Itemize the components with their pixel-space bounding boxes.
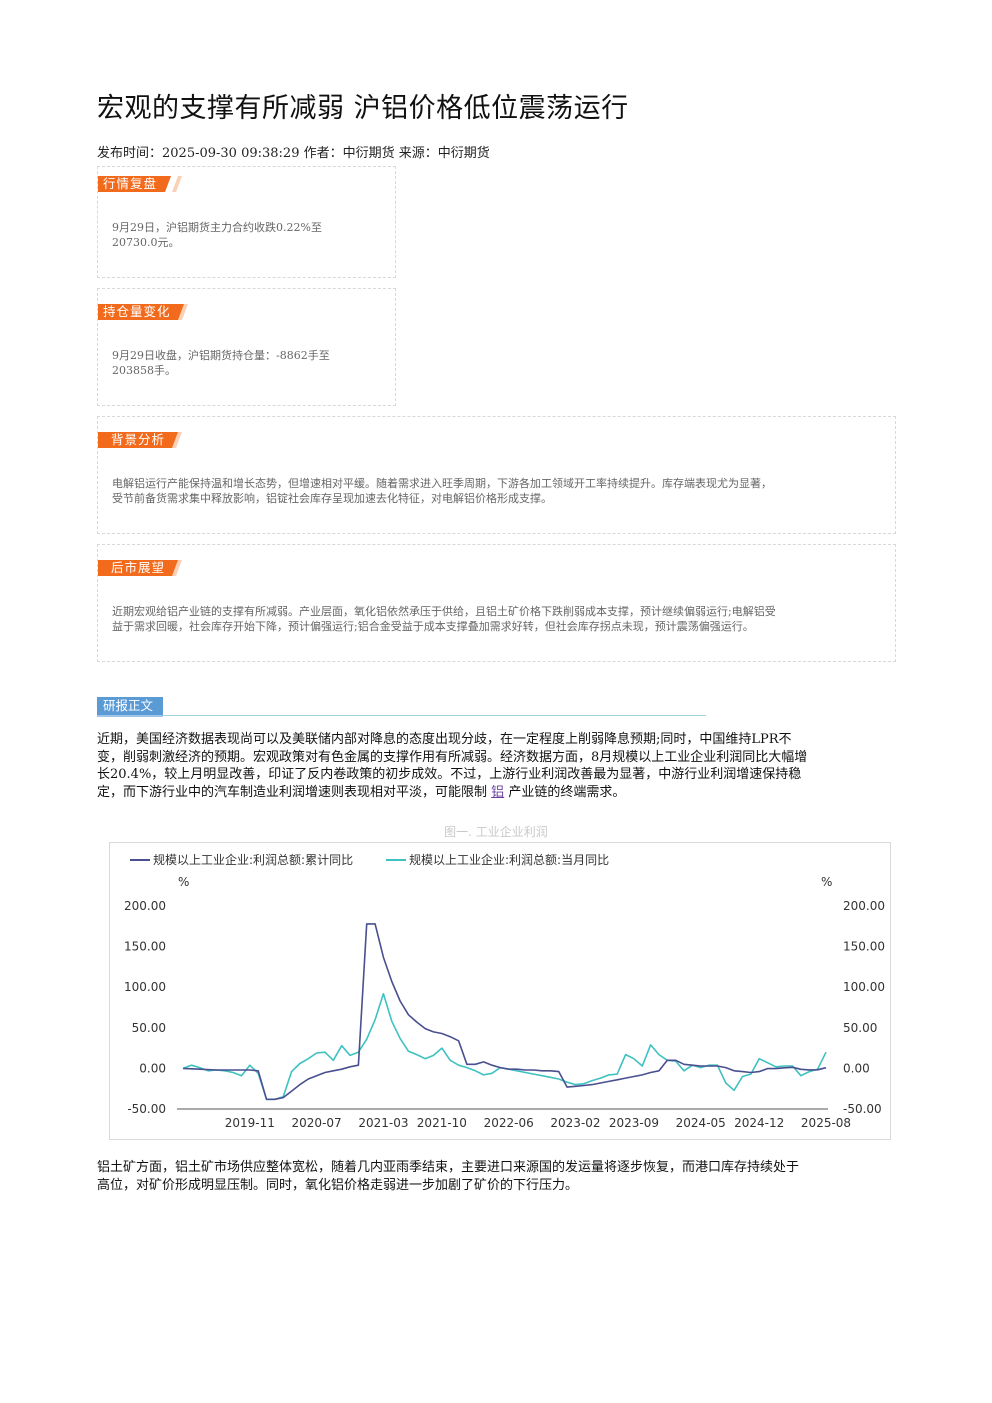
review-text: 9月29日，沪铝期货主力合约收跌0.22%至 20730.0元。	[112, 220, 322, 250]
outlook-text: 近期宏观给铝产业链的支撑有所减弱。产业层面，氧化铝依然承压于供给，且铝土矿价格下…	[112, 604, 776, 634]
x-tick-label: 2019-11	[225, 1116, 275, 1130]
report-paragraph-1: 近期，美国经济数据表现尚可以及美联储内部对降息的态度出现分歧，在一定程度上削弱降…	[97, 731, 892, 801]
right-y-tick-label: 150.00	[843, 940, 885, 954]
outlook-line-1: 近期宏观给铝产业链的支撑有所减弱。产业层面，氧化铝依然承压于供给，且铝土矿价格下…	[112, 605, 776, 618]
background-line-2: 受节前备货需求集中释放影响，铝锭社会库存呈现加速去化特征，对电解铝价格形成支撑。	[112, 492, 552, 505]
review-line-2: 20730.0元。	[112, 236, 180, 249]
report-para1-line-1: 近期，美国经济数据表现尚可以及美联储内部对降息的态度出现分歧，在一定程度上削弱降…	[97, 732, 792, 747]
aluminum-link[interactable]: 铝	[491, 784, 505, 800]
left-y-tick-label: 150.00	[124, 940, 166, 954]
report-para2-line-2: 高位，对矿价形成明显压制。同时，氧化铝价格走弱进一步加剧了矿价的下行压力。	[97, 1177, 579, 1193]
position-tag-shadow	[178, 304, 188, 320]
x-tick-label: 2024-05	[676, 1116, 726, 1130]
background-line-1: 电解铝运行产能保持温和增长态势，但增速相对平缓。随着需求进入旺季周期，下游各加工…	[112, 477, 772, 490]
position-box: 持仓量变化 9月29日收盘，沪铝期货持仓量：-8862手至 203858手。	[97, 288, 396, 406]
left-y-tick-label: 0.00	[139, 1061, 166, 1075]
left-y-tick-label: -50.00	[127, 1102, 166, 1116]
x-tick-label: 2021-10	[417, 1116, 467, 1130]
report-para1-line-4b: 产业链的终端需求。	[508, 784, 626, 800]
position-line-1: 9月29日收盘，沪铝期货持仓量：-8862手至	[112, 349, 330, 362]
report-para2-line-1: 铝土矿方面，铝土矿市场供应整体宽松，随着几内亚雨季结束，主要进口来源国的发运量将…	[97, 1160, 800, 1175]
outlook-tag: 后市展望	[98, 560, 179, 576]
left-y-tick-label: 200.00	[124, 899, 166, 913]
series-line-monthly	[182, 992, 827, 1101]
x-tick-label: 2022-06	[484, 1116, 534, 1130]
right-y-axis: 200.00 150.00 100.00 50.00 0.00 -50.00	[843, 899, 885, 1116]
review-tag: 行情复盘	[98, 176, 171, 192]
report-para1-line-4: 定，而下游行业中的汽车制造业利润增速则表现相对平淡，可能限制 铝 产业链的终端需…	[97, 784, 892, 802]
article-title: 宏观的支撑有所减弱 沪铝价格低位震荡运行	[97, 93, 629, 124]
report-section-tag-shadow	[97, 715, 163, 717]
report-para1-line-3: 长20.4%，较上月明显改善，印证了反内卷政策的初步成效。不过，上游行业利润改善…	[97, 767, 802, 782]
report-section-tag: 研报正文	[97, 697, 163, 715]
right-y-tick-label: 200.00	[843, 899, 885, 913]
background-tag: 背景分析	[98, 432, 179, 448]
profit-chart-svg: 规模以上工业企业:利润总额:累计同比 规模以上工业企业:利润总额:当月同比 % …	[124, 852, 885, 1130]
report-paragraph-2: 铝土矿方面，铝土矿市场供应整体宽松，随着几内亚雨季结束，主要进口来源国的发运量将…	[97, 1159, 892, 1194]
x-tick-label: 2024-12	[734, 1116, 784, 1130]
review-box: 行情复盘 9月29日，沪铝期货主力合约收跌0.22%至 20730.0元。	[97, 166, 396, 278]
chart-legend: 规模以上工业企业:利润总额:累计同比 规模以上工业企业:利润总额:当月同比	[130, 852, 609, 867]
position-line-2: 203858手。	[112, 364, 176, 377]
right-y-tick-label: 100.00	[843, 980, 885, 994]
report-para1-line-4a: 定，而下游行业中的汽车制造业利润增速则表现相对平淡，可能限制	[97, 784, 488, 800]
left-y-tick-label: 50.00	[132, 1021, 166, 1035]
outlook-line-2: 益于需求回暖，社会库存开始下降，预计偏强运行;铝合金受益于成本支撑叠加需求好转，…	[112, 620, 754, 633]
left-y-tick-label: 100.00	[124, 980, 166, 994]
right-y-tick-label: 0.00	[843, 1061, 870, 1075]
x-tick-label: 2025-08	[801, 1116, 851, 1130]
legend-label-monthly: 规模以上工业企业:利润总额:当月同比	[409, 852, 609, 867]
series-line-cumulative	[182, 923, 827, 1101]
x-tick-label: 2021-03	[358, 1116, 408, 1130]
x-tick-label: 2020-07	[292, 1116, 342, 1130]
report-para1-line-2: 变，削弱刺激经济的预期。宏观政策对有色金属的支撑作用有所减弱。经济数据方面，8月…	[97, 749, 808, 765]
outlook-tag-shadow	[172, 560, 182, 576]
x-tick-label: 2023-02	[550, 1116, 600, 1130]
background-tag-shadow	[172, 432, 182, 448]
x-tick-label: 2023-09	[609, 1116, 659, 1130]
x-axis: 2019-11 2020-07 2021-03 2021-10 2022-06 2023-…	[225, 1116, 851, 1130]
report-section-divider	[163, 715, 706, 716]
background-text: 电解铝运行产能保持温和增长态势，但增速相对平缓。随着需求进入旺季周期，下游各加工…	[112, 476, 772, 506]
review-tag-shadow	[172, 176, 182, 192]
article-meta: 发布时间：2025-09-30 09:38:29 作者：中衍期货 来源：中衍期货	[97, 146, 490, 161]
review-line-1: 9月29日，沪铝期货主力合约收跌0.22%至	[112, 221, 322, 234]
left-y-axis: 200.00 150.00 100.00 50.00 0.00 -50.00	[124, 899, 166, 1116]
position-text: 9月29日收盘，沪铝期货持仓量：-8862手至 203858手。	[112, 348, 330, 378]
position-tag: 持仓量变化	[98, 304, 185, 320]
background-box: 背景分析 电解铝运行产能保持温和增长态势，但增速相对平缓。随着需求进入旺季周期，…	[97, 416, 896, 534]
outlook-box: 后市展望 近期宏观给铝产业链的支撑有所减弱。产业层面，氧化铝依然承压于供给，且铝…	[97, 544, 896, 662]
left-axis-unit: %	[178, 875, 189, 889]
figure-caption: 图一. 工业企业利润	[444, 825, 548, 839]
profit-chart: 规模以上工业企业:利润总额:累计同比 规模以上工业企业:利润总额:当月同比 % …	[109, 842, 891, 1140]
right-axis-unit: %	[821, 875, 832, 889]
right-y-tick-label: 50.00	[843, 1021, 877, 1035]
legend-label-cumulative: 规模以上工业企业:利润总额:累计同比	[153, 852, 353, 867]
chart-series	[182, 923, 827, 1101]
right-y-tick-label: -50.00	[843, 1102, 882, 1116]
